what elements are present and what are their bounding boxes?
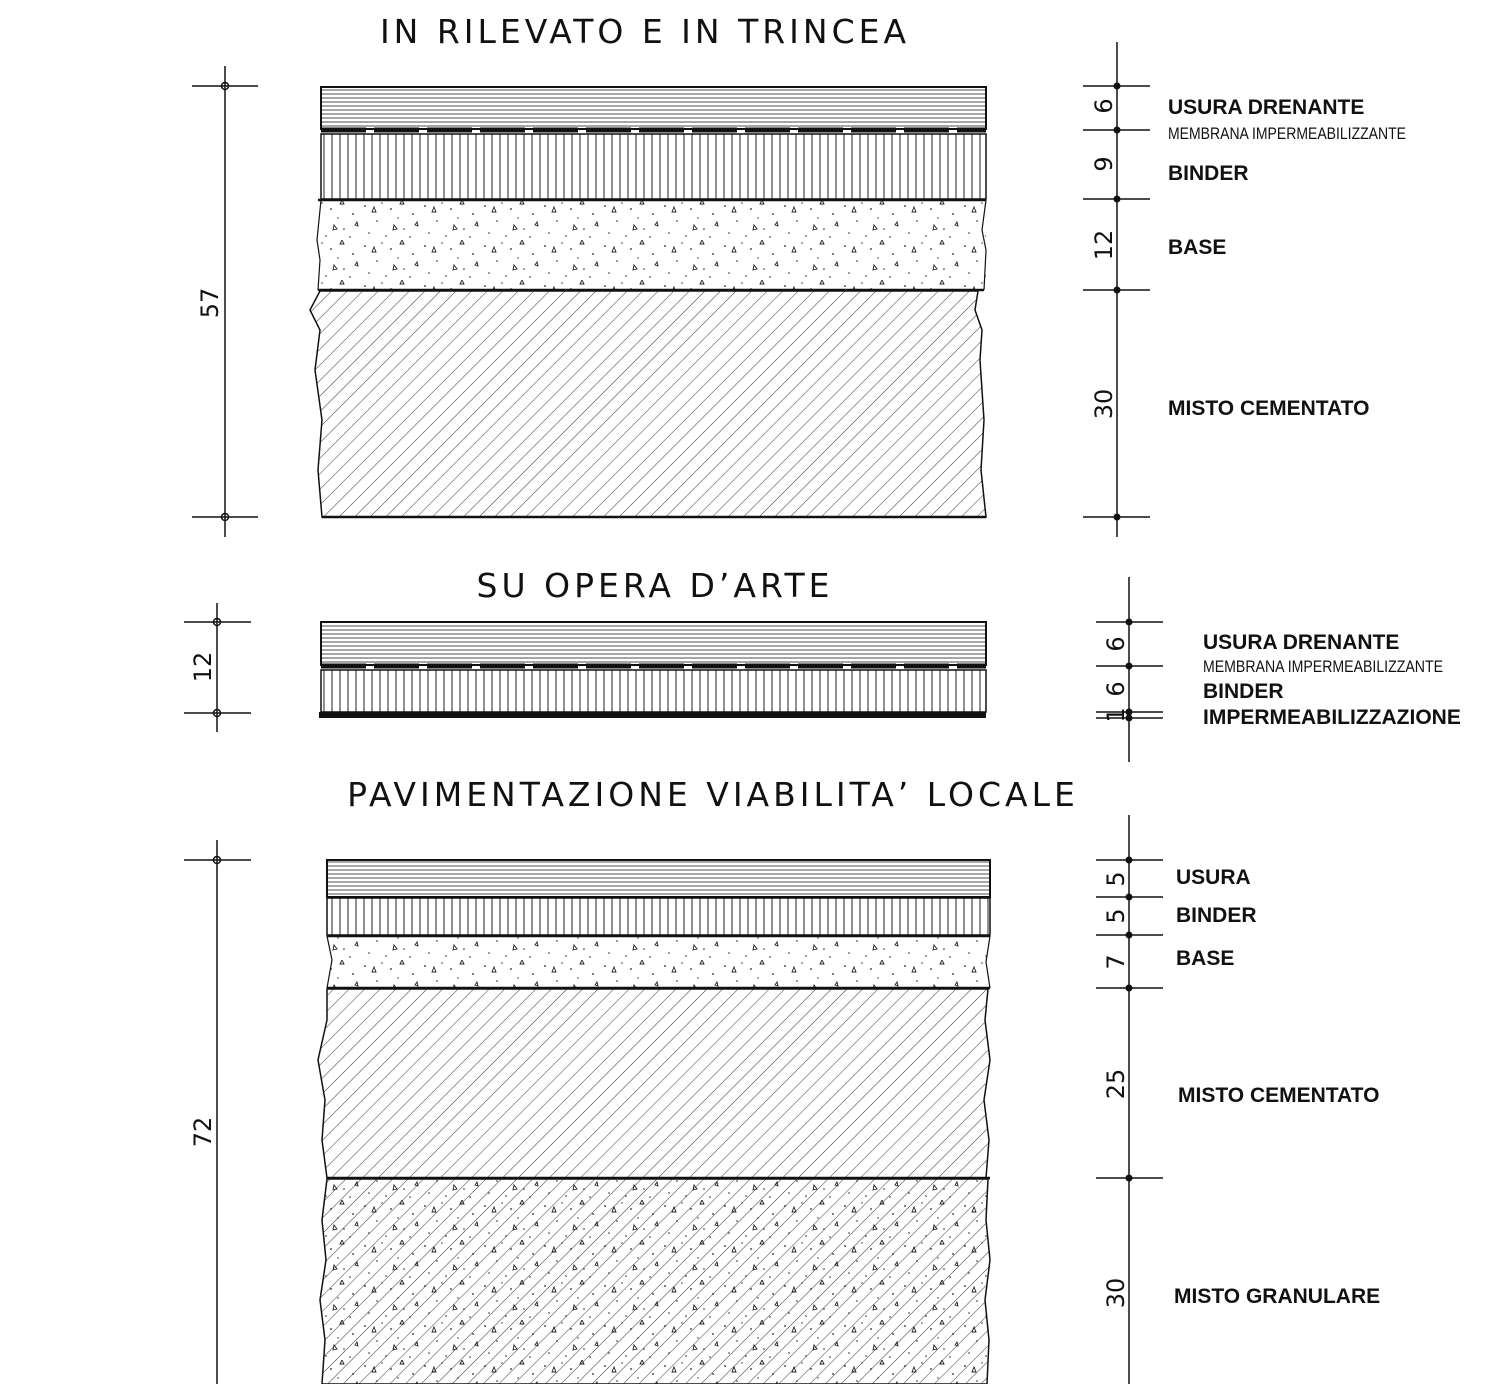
thickness-misto-cementato-3: 25 — [1102, 1069, 1130, 1100]
label-misto-granulare: MISTO GRANULARE — [1174, 1285, 1380, 1308]
thickness-binder: 9 — [1090, 156, 1118, 171]
section-2-layers — [319, 621, 987, 718]
label-impermeabilizzazione: IMPERMEABILIZZAZIONE — [1203, 706, 1461, 729]
layer-usura — [326, 859, 991, 898]
total-thickness-72: 72 — [189, 1117, 217, 1148]
thickness-misto-granulare: 30 — [1102, 1278, 1130, 1309]
section-title-rilevato: IN RILEVATO E IN TRINCEA — [380, 12, 910, 51]
total-thickness-12: 12 — [189, 652, 217, 683]
section-title-viabilita-locale: PAVIMENTAZIONE VIABILITA’ LOCALE — [347, 775, 1079, 814]
thickness-base: 12 — [1090, 230, 1118, 261]
label-base: BASE — [1168, 236, 1226, 259]
label-usura-drenante-2: USURA DRENANTE — [1203, 631, 1399, 654]
label-misto-cementato-3: MISTO CEMENTATO — [1178, 1084, 1379, 1107]
dimension-total-12: 12 — [184, 603, 251, 732]
label-binder-2: BINDER — [1203, 680, 1284, 703]
dimension-chain-section-3: 5 5 7 25 30 — [1096, 815, 1163, 1384]
layer-base-3 — [327, 936, 990, 988]
thickness-impermeabilizzazione: 1 — [1102, 707, 1130, 722]
label-binder: BINDER — [1168, 162, 1249, 185]
label-base-3: BASE — [1176, 947, 1234, 970]
thickness-usura: 5 — [1102, 871, 1130, 886]
label-usura-drenante: USURA DRENANTE — [1168, 96, 1364, 119]
dimension-chain-section-2: 6 6 1 — [1096, 577, 1163, 762]
dimension-total-72: 72 — [184, 840, 251, 1384]
layer-misto-cementato — [309, 290, 987, 518]
dimension-total-57: 57 — [192, 66, 258, 537]
layer-binder — [320, 133, 987, 200]
thickness-base-3: 7 — [1102, 954, 1130, 969]
layer-binder-3 — [326, 897, 991, 936]
thickness-binder-3: 5 — [1102, 908, 1130, 923]
layer-usura-drenante-2 — [320, 621, 987, 666]
label-membrana-2: MEMBRANA IMPERMEABILIZZANTE — [1203, 657, 1443, 676]
layer-base — [318, 200, 986, 290]
labels-section-2: USURA DRENANTE MEMBRANA IMPERMEABILIZZAN… — [1203, 631, 1461, 729]
thickness-usura-drenante: 6 — [1090, 98, 1118, 113]
total-thickness-57: 57 — [196, 288, 224, 319]
layer-usura-drenante — [320, 86, 987, 130]
section-1-layers — [309, 86, 987, 519]
layer-impermeabilizzazione — [319, 712, 986, 718]
layer-binder-2 — [320, 669, 987, 713]
thickness-usura-drenante-2: 6 — [1102, 636, 1130, 651]
labels-section-3: USURA BINDER BASE MISTO CEMENTATO MISTO … — [1174, 866, 1380, 1308]
section-title-opera-arte: SU OPERA D’ARTE — [477, 566, 834, 605]
section-3-layers — [317, 859, 991, 1384]
thickness-binder-2: 6 — [1102, 681, 1130, 696]
label-usura: USURA — [1176, 866, 1251, 889]
label-membrana: MEMBRANA IMPERMEABILIZZANTE — [1168, 124, 1406, 143]
label-misto-cementato: MISTO CEMENTATO — [1168, 397, 1369, 420]
labels-section-1: USURA DRENANTE MEMBRANA IMPERMEABILIZZAN… — [1168, 96, 1406, 420]
dimension-chain-section-1: 6 9 12 30 — [1083, 42, 1150, 537]
label-binder-3: BINDER — [1176, 904, 1257, 927]
layer-misto-cementato-3 — [317, 988, 991, 1179]
thickness-misto-cementato: 30 — [1090, 389, 1118, 420]
